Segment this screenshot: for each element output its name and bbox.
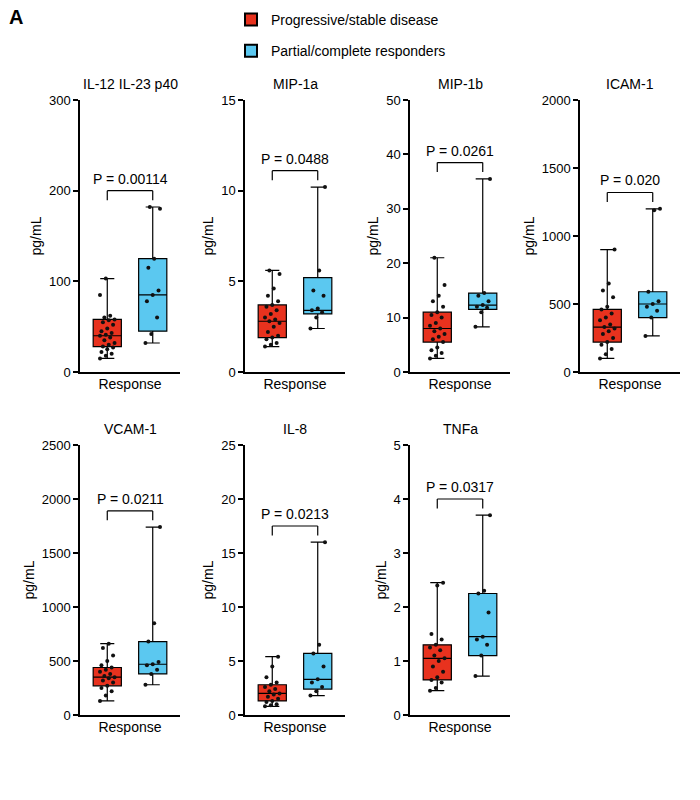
svg-text:20: 20 [221,492,235,507]
svg-text:IL-12 IL-23 p40: IL-12 IL-23 p40 [83,76,178,92]
svg-text:3: 3 [393,546,400,561]
svg-text:300: 300 [49,93,71,108]
svg-text:Partial/complete responders: Partial/complete responders [271,43,445,59]
svg-text:50: 50 [386,93,400,108]
svg-text:Response: Response [428,376,491,392]
svg-text:4: 4 [393,492,400,507]
svg-text:MIP-1a: MIP-1a [273,76,318,92]
svg-text:pg/mL: pg/mL [28,216,44,255]
svg-text:1500: 1500 [42,546,71,561]
svg-text:TNFa: TNFa [443,421,478,437]
svg-text:2: 2 [393,600,400,615]
svg-text:pg/mL: pg/mL [373,560,389,599]
svg-text:2000: 2000 [42,492,71,507]
svg-text:Progressive/stable disease: Progressive/stable disease [271,12,439,28]
svg-text:15: 15 [221,93,235,108]
svg-text:pg/mL: pg/mL [200,560,216,599]
svg-text:500: 500 [49,654,71,669]
svg-text:pg/mL: pg/mL [21,560,37,599]
svg-text:Response: Response [98,376,161,392]
svg-text:0: 0 [228,708,235,723]
svg-text:0: 0 [63,365,70,380]
svg-text:pg/mL: pg/mL [521,216,537,255]
svg-text:Response: Response [428,719,491,735]
svg-text:40: 40 [386,147,400,162]
svg-text:2000: 2000 [542,93,571,108]
svg-text:1000: 1000 [42,600,71,615]
svg-text:P = 0.0261: P = 0.0261 [426,143,494,159]
svg-text:200: 200 [49,183,71,198]
svg-text:Response: Response [263,719,326,735]
svg-text:IL-8: IL-8 [283,421,307,437]
svg-text:5: 5 [228,274,235,289]
svg-text:30: 30 [386,201,400,216]
svg-text:10: 10 [221,183,235,198]
svg-text:500: 500 [549,297,571,312]
svg-text:pg/mL: pg/mL [365,216,381,255]
svg-text:P = 0.0317: P = 0.0317 [426,479,494,495]
svg-text:15: 15 [221,546,235,561]
svg-text:1: 1 [393,654,400,669]
svg-text:ICAM-1: ICAM-1 [606,76,654,92]
svg-text:MIP-1b: MIP-1b [438,76,483,92]
svg-text:VCAM-1: VCAM-1 [104,421,157,437]
svg-text:Response: Response [263,376,326,392]
svg-text:10: 10 [386,310,400,325]
svg-text:20: 20 [386,256,400,271]
svg-text:P = 0.0213: P = 0.0213 [261,506,329,522]
svg-text:P = 0.020: P = 0.020 [600,172,660,188]
svg-text:Response: Response [598,376,661,392]
svg-text:0: 0 [228,365,235,380]
svg-text:100: 100 [49,274,71,289]
svg-text:pg/mL: pg/mL [200,216,216,255]
svg-text:Response: Response [98,719,161,735]
svg-text:0: 0 [393,365,400,380]
svg-text:1500: 1500 [542,161,571,176]
svg-text:0: 0 [63,708,70,723]
svg-text:2500: 2500 [42,438,71,453]
svg-text:5: 5 [393,438,400,453]
svg-text:25: 25 [221,438,235,453]
svg-text:P = 0.0488: P = 0.0488 [261,151,329,167]
svg-text:5: 5 [228,654,235,669]
svg-text:P = 0.0211: P = 0.0211 [97,491,164,507]
svg-text:10: 10 [221,600,235,615]
svg-text:1000: 1000 [542,229,571,244]
svg-text:P = 0.00114: P = 0.00114 [93,171,168,187]
svg-text:A: A [9,6,23,28]
svg-text:0: 0 [563,365,570,380]
svg-text:0: 0 [393,708,400,723]
